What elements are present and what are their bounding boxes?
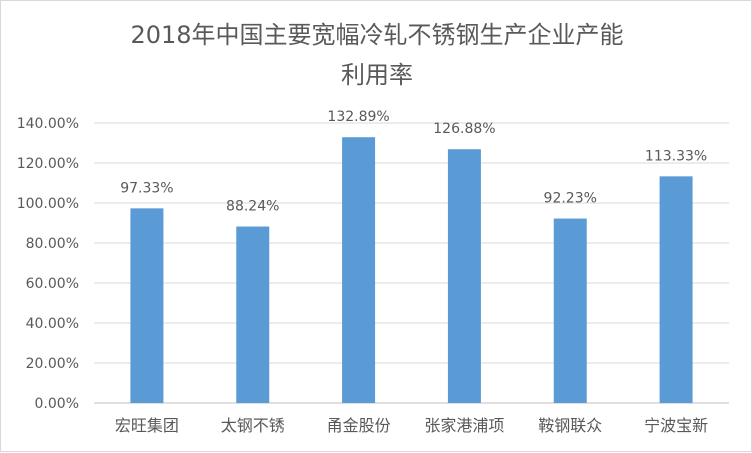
- category-label: 张家港浦项: [424, 416, 504, 435]
- bar: [130, 208, 164, 403]
- chart-title-line-1: 2018年中国主要宽幅冷轧不锈钢生产企业产能: [130, 21, 624, 49]
- data-label: 113.33%: [645, 148, 707, 164]
- y-tick-label: 100.00%: [17, 196, 79, 212]
- y-tick-label: 140.00%: [17, 116, 79, 132]
- bar: [659, 176, 693, 403]
- category-label: 甬金股份: [327, 416, 391, 435]
- bar: [553, 218, 587, 403]
- category-label: 太钢不锈: [221, 416, 285, 435]
- bar: [447, 149, 481, 403]
- y-tick-label: 80.00%: [26, 236, 79, 252]
- y-tick-label: 120.00%: [17, 156, 79, 172]
- data-label: 132.89%: [327, 109, 389, 125]
- category-label: 鞍钢联众: [538, 416, 602, 435]
- category-label: 宁波宝新: [644, 416, 708, 435]
- category-label: 宏旺集团: [115, 416, 179, 435]
- bar: [236, 226, 270, 403]
- y-tick-label: 60.00%: [26, 276, 79, 292]
- data-label: 97.33%: [120, 180, 173, 196]
- data-label: 88.24%: [226, 199, 279, 215]
- y-tick-label: 20.00%: [26, 356, 79, 372]
- data-label: 126.88%: [433, 121, 495, 137]
- data-label: 92.23%: [544, 191, 597, 207]
- y-tick-label: 40.00%: [26, 316, 79, 332]
- chart-title-line-2: 利用率: [341, 61, 413, 89]
- y-tick-label: 0.00%: [35, 396, 79, 412]
- bar: [342, 137, 376, 403]
